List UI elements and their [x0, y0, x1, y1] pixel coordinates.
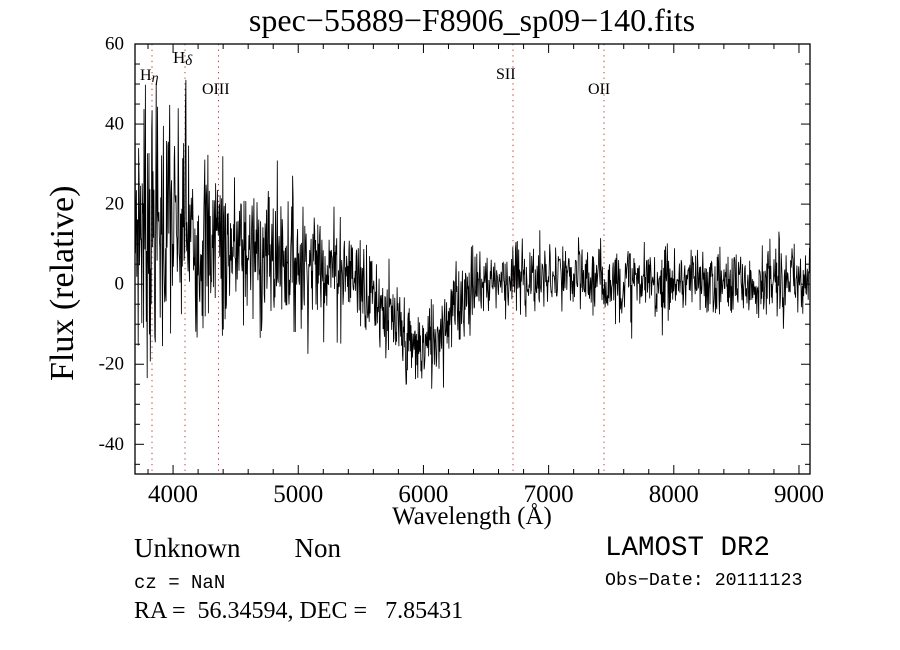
svg-text:-40: -40: [99, 434, 124, 455]
svg-text:OII: OII: [588, 81, 610, 98]
svg-text:SII: SII: [496, 66, 516, 83]
svg-text:Hδ: Hδ: [173, 48, 193, 69]
svg-text:20: 20: [105, 194, 124, 215]
svg-text:-20: -20: [99, 354, 124, 375]
svg-text:40: 40: [105, 114, 124, 135]
svg-text:OIII: OIII: [202, 81, 230, 98]
svg-text:60: 60: [105, 34, 124, 55]
svg-text:0: 0: [115, 274, 125, 295]
svg-text:Hη: Hη: [140, 67, 159, 86]
